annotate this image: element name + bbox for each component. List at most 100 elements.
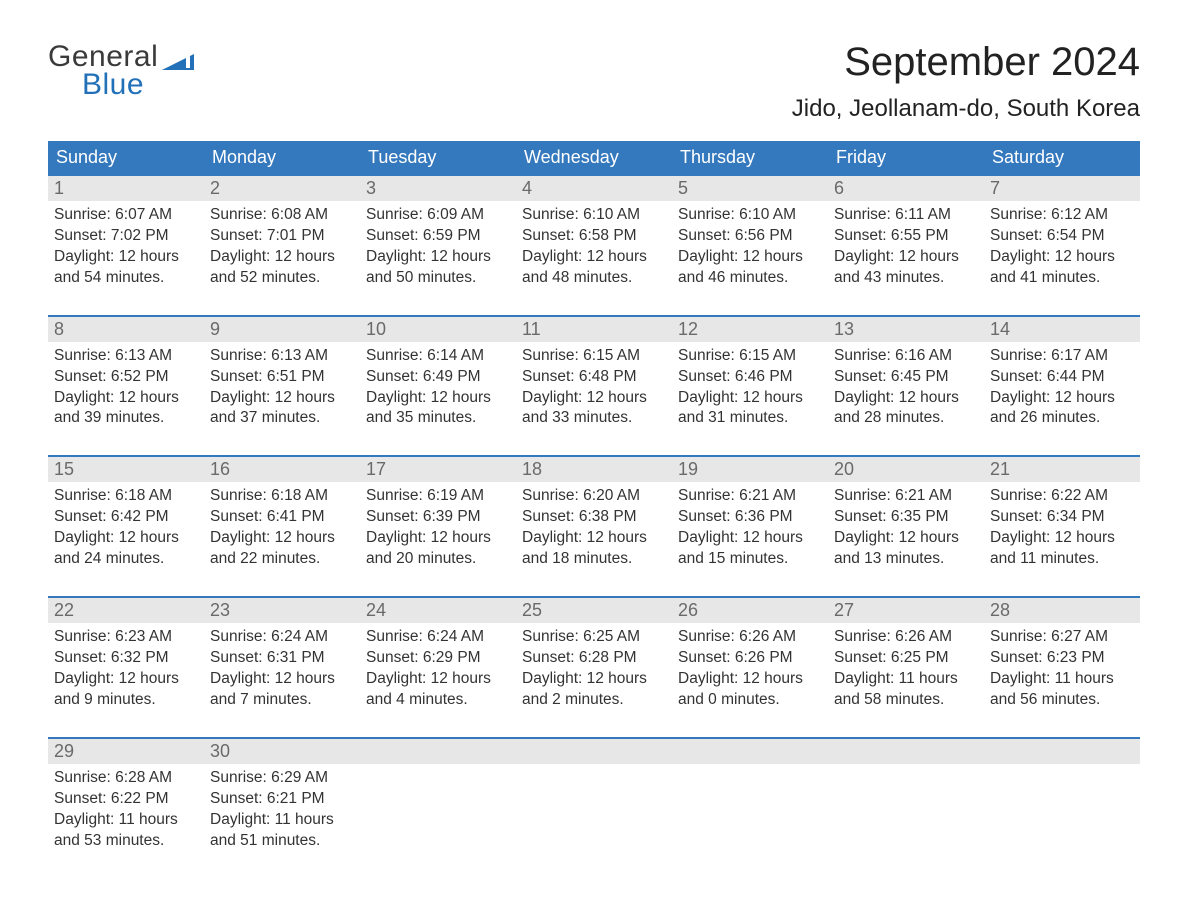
day-number: 28 bbox=[984, 598, 1140, 623]
day-number: 5 bbox=[672, 176, 828, 201]
sunset-line: Sunset: 6:36 PM bbox=[678, 507, 822, 528]
daylight-line-1: Daylight: 12 hours bbox=[366, 247, 510, 268]
daylight-line-1: Daylight: 12 hours bbox=[678, 247, 822, 268]
daylight-line-1: Daylight: 11 hours bbox=[990, 669, 1134, 690]
sunrise-line: Sunrise: 6:26 AM bbox=[834, 627, 978, 648]
day-number: 25 bbox=[516, 598, 672, 623]
sunrise-line: Sunrise: 6:21 AM bbox=[834, 486, 978, 507]
day-cell: Sunrise: 6:21 AMSunset: 6:35 PMDaylight:… bbox=[828, 482, 984, 578]
day-cell: Sunrise: 6:23 AMSunset: 6:32 PMDaylight:… bbox=[48, 623, 204, 719]
weekday-sat: Saturday bbox=[984, 141, 1140, 174]
daylight-line-2: and 7 minutes. bbox=[210, 690, 354, 711]
weekday-tue: Tuesday bbox=[360, 141, 516, 174]
day-cell: Sunrise: 6:15 AMSunset: 6:46 PMDaylight:… bbox=[672, 342, 828, 438]
daylight-line-1: Daylight: 11 hours bbox=[834, 669, 978, 690]
daylight-line-1: Daylight: 11 hours bbox=[54, 810, 198, 831]
daylight-line-1: Daylight: 12 hours bbox=[210, 247, 354, 268]
daylight-line-2: and 52 minutes. bbox=[210, 268, 354, 289]
sunrise-line: Sunrise: 6:26 AM bbox=[678, 627, 822, 648]
day-cell bbox=[360, 764, 516, 860]
day-cell: Sunrise: 6:18 AMSunset: 6:41 PMDaylight:… bbox=[204, 482, 360, 578]
daylight-line-2: and 50 minutes. bbox=[366, 268, 510, 289]
sunrise-line: Sunrise: 6:13 AM bbox=[210, 346, 354, 367]
day-cell: Sunrise: 6:18 AMSunset: 6:42 PMDaylight:… bbox=[48, 482, 204, 578]
daylight-line-2: and 56 minutes. bbox=[990, 690, 1134, 711]
week-row: 891011121314Sunrise: 6:13 AMSunset: 6:52… bbox=[48, 315, 1140, 438]
daylight-line-1: Daylight: 12 hours bbox=[522, 388, 666, 409]
day-number: 6 bbox=[828, 176, 984, 201]
sunset-line: Sunset: 6:32 PM bbox=[54, 648, 198, 669]
day-number: 22 bbox=[48, 598, 204, 623]
sunset-line: Sunset: 6:58 PM bbox=[522, 226, 666, 247]
day-number: 20 bbox=[828, 457, 984, 482]
sunrise-line: Sunrise: 6:27 AM bbox=[990, 627, 1134, 648]
weeks-container: 1234567Sunrise: 6:07 AMSunset: 7:02 PMDa… bbox=[48, 174, 1140, 859]
daylight-line-2: and 51 minutes. bbox=[210, 831, 354, 852]
sunset-line: Sunset: 6:25 PM bbox=[834, 648, 978, 669]
sunrise-line: Sunrise: 6:08 AM bbox=[210, 205, 354, 226]
day-number: 29 bbox=[48, 739, 204, 764]
sunset-line: Sunset: 7:01 PM bbox=[210, 226, 354, 247]
daylight-line-1: Daylight: 12 hours bbox=[834, 528, 978, 549]
daynum-row: 15161718192021 bbox=[48, 457, 1140, 482]
sunset-line: Sunset: 6:29 PM bbox=[366, 648, 510, 669]
daylight-line-2: and 54 minutes. bbox=[54, 268, 198, 289]
day-cell: Sunrise: 6:24 AMSunset: 6:29 PMDaylight:… bbox=[360, 623, 516, 719]
sunrise-line: Sunrise: 6:10 AM bbox=[522, 205, 666, 226]
day-cell: Sunrise: 6:07 AMSunset: 7:02 PMDaylight:… bbox=[48, 201, 204, 297]
sunset-line: Sunset: 6:44 PM bbox=[990, 367, 1134, 388]
day-cell: Sunrise: 6:21 AMSunset: 6:36 PMDaylight:… bbox=[672, 482, 828, 578]
location: Jido, Jeollanam-do, South Korea bbox=[792, 95, 1140, 123]
daylight-line-2: and 9 minutes. bbox=[54, 690, 198, 711]
day-cell: Sunrise: 6:25 AMSunset: 6:28 PMDaylight:… bbox=[516, 623, 672, 719]
sunset-line: Sunset: 6:46 PM bbox=[678, 367, 822, 388]
sunset-line: Sunset: 6:23 PM bbox=[990, 648, 1134, 669]
day-number bbox=[828, 739, 984, 764]
sunrise-line: Sunrise: 6:25 AM bbox=[522, 627, 666, 648]
day-number bbox=[672, 739, 828, 764]
daylight-line-1: Daylight: 12 hours bbox=[366, 388, 510, 409]
day-number: 18 bbox=[516, 457, 672, 482]
sunset-line: Sunset: 6:55 PM bbox=[834, 226, 978, 247]
daylight-line-2: and 18 minutes. bbox=[522, 549, 666, 570]
daylight-line-1: Daylight: 12 hours bbox=[522, 669, 666, 690]
sunrise-line: Sunrise: 6:15 AM bbox=[522, 346, 666, 367]
sunset-line: Sunset: 6:21 PM bbox=[210, 789, 354, 810]
day-number bbox=[516, 739, 672, 764]
weekday-wed: Wednesday bbox=[516, 141, 672, 174]
day-cell: Sunrise: 6:13 AMSunset: 6:52 PMDaylight:… bbox=[48, 342, 204, 438]
day-cell: Sunrise: 6:12 AMSunset: 6:54 PMDaylight:… bbox=[984, 201, 1140, 297]
day-cell bbox=[672, 764, 828, 860]
daylight-line-2: and 48 minutes. bbox=[522, 268, 666, 289]
day-number: 17 bbox=[360, 457, 516, 482]
day-cell: Sunrise: 6:13 AMSunset: 6:51 PMDaylight:… bbox=[204, 342, 360, 438]
day-cell: Sunrise: 6:10 AMSunset: 6:56 PMDaylight:… bbox=[672, 201, 828, 297]
day-number: 19 bbox=[672, 457, 828, 482]
daylight-line-1: Daylight: 12 hours bbox=[210, 388, 354, 409]
day-number: 14 bbox=[984, 317, 1140, 342]
sunset-line: Sunset: 6:49 PM bbox=[366, 367, 510, 388]
day-cell: Sunrise: 6:20 AMSunset: 6:38 PMDaylight:… bbox=[516, 482, 672, 578]
sunset-line: Sunset: 6:52 PM bbox=[54, 367, 198, 388]
sunset-line: Sunset: 6:22 PM bbox=[54, 789, 198, 810]
day-cell: Sunrise: 6:26 AMSunset: 6:25 PMDaylight:… bbox=[828, 623, 984, 719]
sunrise-line: Sunrise: 6:28 AM bbox=[54, 768, 198, 789]
title-block: September 2024 Jido, Jeollanam-do, South… bbox=[792, 40, 1140, 123]
weekday-thu: Thursday bbox=[672, 141, 828, 174]
day-cell: Sunrise: 6:26 AMSunset: 6:26 PMDaylight:… bbox=[672, 623, 828, 719]
daylight-line-1: Daylight: 12 hours bbox=[522, 528, 666, 549]
day-cell bbox=[828, 764, 984, 860]
sunset-line: Sunset: 7:02 PM bbox=[54, 226, 198, 247]
day-number: 2 bbox=[204, 176, 360, 201]
day-cell: Sunrise: 6:09 AMSunset: 6:59 PMDaylight:… bbox=[360, 201, 516, 297]
sunset-line: Sunset: 6:56 PM bbox=[678, 226, 822, 247]
daynum-row: 891011121314 bbox=[48, 317, 1140, 342]
daylight-line-1: Daylight: 12 hours bbox=[210, 669, 354, 690]
sunset-line: Sunset: 6:26 PM bbox=[678, 648, 822, 669]
daylight-line-2: and 58 minutes. bbox=[834, 690, 978, 711]
daylight-line-2: and 33 minutes. bbox=[522, 408, 666, 429]
day-number: 4 bbox=[516, 176, 672, 201]
sunrise-line: Sunrise: 6:29 AM bbox=[210, 768, 354, 789]
day-number: 30 bbox=[204, 739, 360, 764]
daynum-row: 1234567 bbox=[48, 176, 1140, 201]
